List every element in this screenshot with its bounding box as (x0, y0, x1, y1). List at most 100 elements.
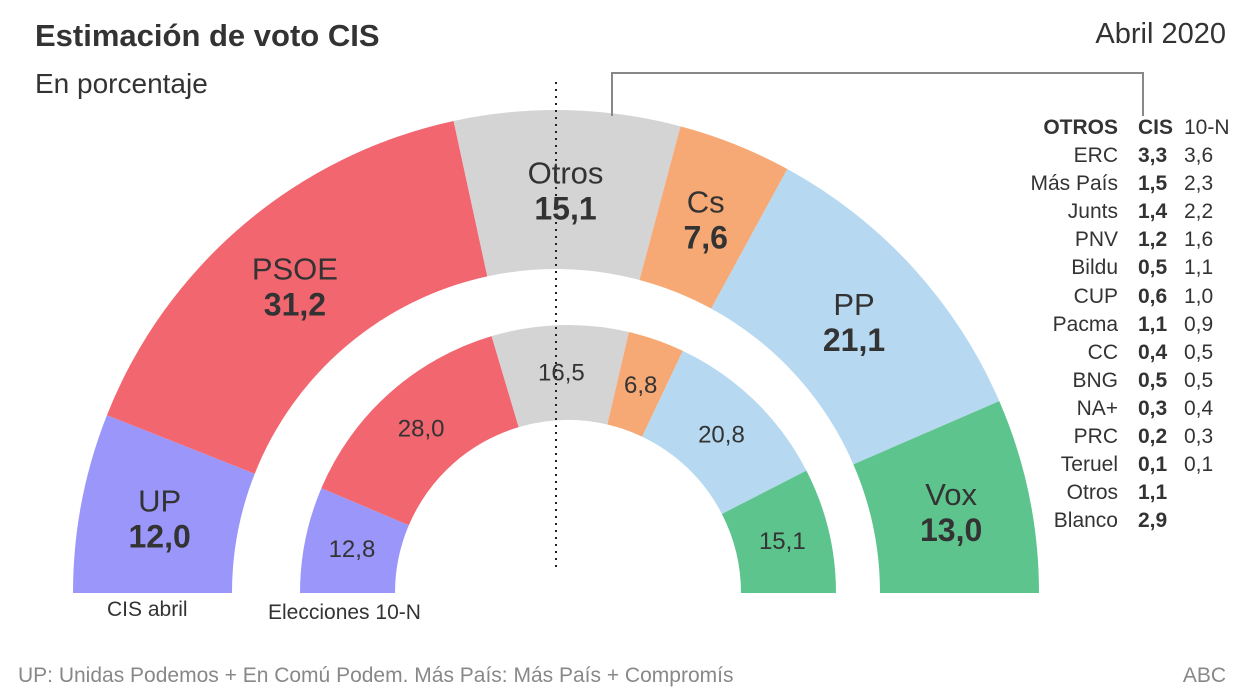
header-10n: 10-N (1184, 116, 1230, 139)
slice-value-label: 12,0 (129, 518, 191, 554)
arc-10n-cs (607, 332, 683, 437)
chart-title: Estimación de voto CIS (35, 18, 380, 53)
party-name: ERC (1073, 144, 1118, 168)
cis-value: 1,5 (1138, 172, 1168, 196)
slice-value-label: 28,0 (398, 416, 445, 443)
slice-value-label: 15,1 (534, 191, 596, 227)
arc-10n-vox (721, 470, 836, 593)
otros-table-row: CUP 0,6 1,0 (1010, 282, 1244, 310)
otros-bracket (611, 72, 1144, 116)
cis-value: 0,2 (1138, 424, 1168, 448)
cis-value: 0,1 (1138, 453, 1168, 477)
10n-value: 2,3 (1184, 172, 1214, 196)
header-cis: CIS (1138, 116, 1174, 139)
party-name: CC (1087, 340, 1118, 364)
party-name: CUP (1073, 284, 1118, 308)
cis-value: 3,3 (1138, 144, 1168, 168)
10n-value: 1,1 (1184, 256, 1214, 280)
footnote: UP: Unidas Podemos + En Comú Podem. Más … (18, 664, 734, 687)
cis-value: 0,5 (1138, 256, 1168, 280)
slice-value-label: 20,8 (698, 422, 745, 449)
slice-value-label: 12,8 (329, 536, 376, 563)
otros-table-row: NA+ 0,3 0,4 (1010, 395, 1244, 423)
arc-cis-vox (853, 401, 1039, 593)
cis-value: 0,4 (1138, 340, 1168, 364)
cis-value: 1,1 (1138, 481, 1168, 505)
party-name: PRC (1073, 424, 1118, 448)
arc-cis-otros (453, 110, 681, 280)
arc-cis-cs (639, 126, 788, 309)
chart-date: Abril 2020 (1095, 18, 1226, 50)
10n-value (1184, 479, 1244, 507)
otros-table-row: CC 0,4 0,5 (1010, 339, 1244, 367)
slice-value-label: 15,1 (759, 528, 806, 555)
otros-table-header: OTROS CIS 10-N (1010, 114, 1244, 142)
arc-10n-psoe (321, 336, 519, 526)
slice-name-label: UP (138, 483, 181, 518)
otros-table-row: Bildu 0,5 1,1 (1010, 254, 1244, 282)
10n-value: 3,6 (1184, 144, 1214, 168)
cis-value: 1,4 (1138, 200, 1168, 224)
party-name: Otros (1066, 481, 1118, 505)
header-otros: OTROS (1043, 116, 1118, 139)
slice-name-label: Cs (687, 184, 725, 219)
slice-name-label: PP (833, 287, 874, 322)
cis-value: 0,5 (1138, 368, 1168, 392)
party-name: Junts (1067, 200, 1118, 224)
cis-value: 0,6 (1138, 284, 1168, 308)
cis-value: 0,3 (1138, 396, 1168, 420)
party-name: NA+ (1076, 396, 1118, 420)
party-name: Bildu (1071, 256, 1118, 280)
cis-value: 2,9 (1138, 509, 1168, 533)
10n-value: 1,0 (1184, 284, 1214, 308)
slice-name-label: Vox (925, 477, 977, 512)
arc-10n-otros (491, 324, 629, 428)
slice-value-label: 7,6 (683, 219, 727, 255)
10n-value: 0,5 (1184, 368, 1214, 392)
10n-value: 0,5 (1184, 340, 1214, 364)
arc-10n-pp (642, 350, 807, 514)
otros-table-row: Blanco 2,9 (1010, 507, 1244, 535)
otros-table-row: ERC 3,3 3,6 (1010, 142, 1244, 170)
otros-table-row: BNG 0,5 0,5 (1010, 367, 1244, 395)
otros-table: OTROS CIS 10-N ERC 3,3 3,6 Más País 1,5 2,3 Ju… (1010, 114, 1244, 535)
slice-value-label: 21,1 (823, 322, 885, 358)
10n-value (1184, 507, 1244, 535)
otros-table-row: Pacma 1,1 0,9 (1010, 311, 1244, 339)
slice-value-label: 13,0 (920, 512, 982, 548)
party-name: Pacma (1052, 312, 1118, 336)
party-name: BNG (1072, 368, 1118, 392)
slice-name-label: Otros (528, 156, 604, 191)
slice-value-label: 6,8 (624, 372, 657, 399)
arc-cis-up (73, 415, 255, 593)
10n-value: 1,6 (1184, 228, 1214, 252)
otros-table-row: PNV 1,2 1,6 (1010, 226, 1244, 254)
cis-value: 1,1 (1138, 312, 1168, 336)
slice-value-label: 31,2 (264, 286, 326, 322)
chart-subtitle: En porcentaje (35, 68, 208, 99)
otros-table-row: Más País 1,5 2,3 (1010, 170, 1244, 198)
otros-table-row: Junts 1,4 2,2 (1010, 198, 1244, 226)
10n-value: 0,4 (1184, 396, 1214, 420)
otros-table-row: Otros 1,1 (1010, 479, 1244, 507)
arc-10n-up (300, 488, 409, 593)
party-name: Más País (1030, 172, 1118, 196)
10n-value: 0,3 (1184, 424, 1214, 448)
10n-value: 0,9 (1184, 312, 1214, 336)
party-name: Blanco (1053, 509, 1118, 533)
party-name: PNV (1074, 228, 1118, 252)
slice-value-label: 16,5 (538, 360, 585, 387)
arc-cis-pp (711, 169, 1000, 465)
otros-table-row: Teruel 0,1 0,1 (1010, 451, 1244, 479)
arc-cis-psoe (106, 120, 488, 474)
slice-name-label: PSOE (252, 251, 338, 286)
party-name: Teruel (1060, 453, 1118, 477)
ring-label-cis: CIS abril (107, 598, 188, 621)
10n-value: 0,1 (1184, 453, 1214, 477)
source: ABC (1182, 664, 1226, 687)
10n-value: 2,2 (1184, 200, 1214, 224)
otros-table-row: PRC 0,2 0,3 (1010, 423, 1244, 451)
cis-value: 1,2 (1138, 228, 1168, 252)
ring-label-10n: Elecciones 10-N (268, 601, 421, 624)
